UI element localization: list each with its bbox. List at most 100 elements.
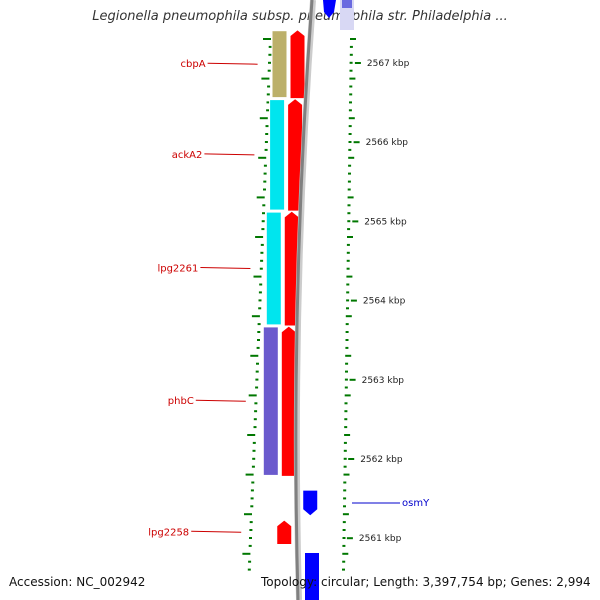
minor-tick-inner [253, 418, 257, 421]
minor-tick-outer [349, 85, 353, 88]
minor-tick-outer [344, 394, 351, 397]
major-tick [350, 299, 357, 302]
minor-tick-outer [346, 251, 350, 254]
minor-tick-outer [345, 323, 349, 326]
minor-tick-outer [348, 117, 355, 120]
minor-tick-outer [343, 441, 347, 444]
minor-tick-outer [347, 196, 354, 199]
minor-tick-outer [346, 275, 353, 278]
label-leader-lpg2258 [191, 530, 242, 533]
label-leader-phbC [195, 399, 246, 402]
minor-tick-inner [255, 236, 264, 238]
cog-block [262, 326, 279, 476]
minor-tick-inner [253, 426, 257, 429]
minor-tick-inner [263, 164, 267, 167]
minor-tick-inner [252, 457, 256, 460]
map-title: Legionella pneumophila subsp. pneumophil… [92, 9, 508, 24]
minor-tick-inner [257, 339, 260, 341]
tick-label: 2565 kbp [364, 217, 407, 227]
tick-label: 2566 kbp [366, 138, 409, 148]
minor-tick-outer [343, 473, 350, 476]
minor-tick-outer [345, 346, 349, 349]
minor-tick-inner [265, 125, 269, 128]
gene-labels: cbpA ackA2 lpg2261 phbC osmY lpg2258 [148, 59, 430, 538]
forward-strand-ring [303, 0, 354, 600]
major-tick [348, 458, 355, 460]
minor-tick-outer [343, 481, 347, 484]
minor-tick-inner [253, 275, 262, 278]
minor-tick-inner [245, 473, 254, 476]
minor-tick-inner [260, 259, 264, 262]
minor-tick-outer [348, 125, 352, 128]
minor-tick-outer [347, 236, 353, 238]
minor-tick-outer [345, 339, 349, 341]
minor-tick-inner [258, 156, 267, 159]
minor-tick-outer [343, 465, 347, 468]
minor-tick-outer [348, 172, 351, 175]
minor-tick-inner [250, 505, 254, 508]
gene-label-cbpA: cbpA [181, 59, 206, 70]
forward-cds-partial-top [323, 0, 336, 18]
minor-tick-inner [266, 93, 270, 96]
minor-tick-inner [259, 283, 263, 286]
minor-tick-outer [345, 362, 349, 365]
minor-tick-outer [349, 61, 353, 64]
minor-tick-outer [344, 410, 348, 413]
minor-tick-outer [346, 267, 350, 270]
minor-tick-inner [260, 243, 264, 246]
minor-tick-inner [257, 323, 261, 326]
minor-tick-outer [347, 180, 351, 183]
minor-tick-outer [344, 378, 348, 381]
minor-tick-outer [349, 53, 353, 56]
minor-tick-outer [343, 489, 347, 492]
minor-tick-inner [250, 489, 254, 492]
minor-tick-outer [346, 259, 350, 262]
minor-tick-outer [348, 148, 352, 151]
cog-block [265, 211, 282, 326]
accession-text: Accession: NC_002942 [9, 575, 146, 589]
major-tick [346, 537, 353, 540]
minor-tick-outer [343, 505, 346, 508]
minor-tick-outer [343, 497, 347, 500]
backbone-ring [293, 0, 316, 600]
tick-label: 2562 kbp [360, 455, 403, 465]
minor-tick-outer [342, 544, 346, 547]
minor-tick-outer [346, 307, 349, 310]
minor-tick-inner [250, 354, 259, 357]
gene-label-lpg2258: lpg2258 [148, 527, 189, 538]
minor-tick-outer [344, 402, 348, 405]
minor-tick-inner [244, 513, 252, 516]
reverse-cds-cbpA [289, 29, 306, 100]
minor-tick-inner [264, 148, 268, 151]
scale-ticks: 2567 kbp 2566 kbp 2565 kbp 2564 kbp 2563 kbp… [346, 59, 410, 544]
gene-label-ackA2: ackA2 [172, 150, 203, 161]
minor-tick-inner [268, 53, 272, 56]
minor-tick-inner [258, 307, 262, 310]
minor-tick-outer [347, 212, 351, 215]
backbone-arc [294, 0, 314, 600]
minor-tick-outer [348, 133, 352, 135]
minor-tick-inner [265, 133, 269, 135]
minor-tick-outer [343, 449, 347, 452]
minor-tick-inner [255, 386, 259, 389]
minor-tick-inner [257, 331, 261, 333]
tick-label: 2567 kbp [367, 59, 410, 69]
label-leader-cbpA [207, 62, 258, 65]
minor-tick-outer [342, 552, 349, 555]
minor-tick-outer [348, 141, 352, 143]
minor-tick-outer [350, 38, 356, 40]
minor-tick-inner [251, 315, 260, 318]
minor-tick-inner [263, 38, 271, 40]
minor-tick-outer [347, 220, 351, 223]
label-leader-ackA2 [204, 153, 255, 156]
minor-tick-inner [249, 529, 253, 531]
minor-ticks-outer [342, 38, 356, 571]
minor-tick-outer [347, 188, 351, 191]
minor-tick-inner [255, 378, 259, 381]
minor-tick-inner [261, 77, 270, 80]
minor-tick-inner [249, 537, 252, 539]
minor-tick-outer [345, 315, 352, 318]
reverse-cds-phbC [280, 325, 297, 477]
minor-tick-inner [247, 568, 251, 571]
